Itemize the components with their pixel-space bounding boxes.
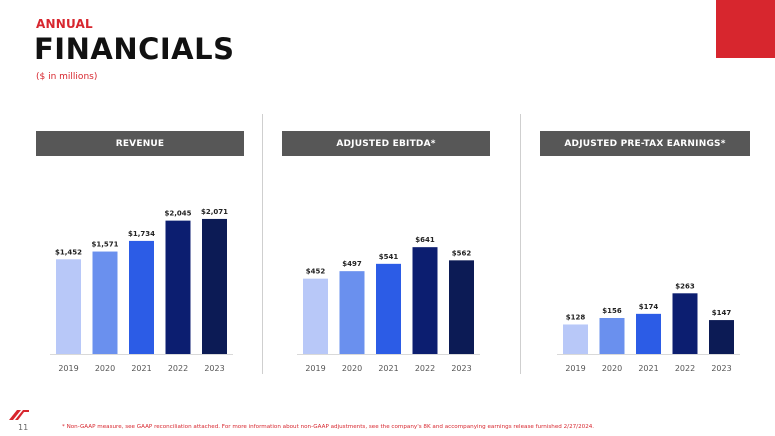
bar-2023 <box>449 260 474 354</box>
data-label-2019: $128 <box>566 313 586 321</box>
x-tick-2023: 2023 <box>451 364 471 373</box>
x-tick-2020: 2020 <box>342 364 362 373</box>
x-tick-2023: 2023 <box>711 364 731 373</box>
section-eyebrow: ANNUAL <box>36 17 93 31</box>
data-label-2021: $541 <box>379 253 399 261</box>
data-label-2022: $2,045 <box>164 210 191 218</box>
x-tick-2021: 2021 <box>378 364 398 373</box>
bar-2020 <box>92 251 118 354</box>
bar-2022 <box>412 247 438 354</box>
x-tick-2019: 2019 <box>305 364 325 373</box>
chart-adjusted-pretax-earnings: $128 2019 $156 2020 $174 2021 $263 2022 $147 2023 <box>557 282 740 373</box>
data-label-2019: $1,452 <box>55 248 82 256</box>
bar-2019 <box>56 259 81 354</box>
x-tick-2023: 2023 <box>204 364 224 373</box>
x-tick-2020: 2020 <box>95 364 115 373</box>
bar-2021 <box>636 313 661 354</box>
data-label-2022: $263 <box>675 282 695 290</box>
panel-divider-1 <box>262 114 263 374</box>
units-note: ($ in millions) <box>36 72 98 82</box>
x-tick-2019: 2019 <box>58 364 78 373</box>
bar-2020 <box>339 271 365 354</box>
data-label-2023: $562 <box>452 249 472 257</box>
data-label-2021: $1,734 <box>128 230 155 238</box>
panel-divider-2 <box>520 114 521 374</box>
x-tick-2020: 2020 <box>602 364 622 373</box>
bar-2021 <box>376 263 401 354</box>
x-tick-2021: 2021 <box>131 364 151 373</box>
bar-2023 <box>202 218 227 354</box>
bar-2023 <box>709 320 734 354</box>
data-label-2022: $641 <box>415 236 435 244</box>
x-tick-2022: 2022 <box>168 364 188 373</box>
x-tick-2019: 2019 <box>565 364 585 373</box>
x-tick-2021: 2021 <box>638 364 658 373</box>
data-label-2020: $1,571 <box>91 241 118 249</box>
chart-adjusted-ebitda: $452 2019 $497 2020 $541 2021 $641 2022 $562 2023 <box>297 236 480 373</box>
data-label-2023: $2,071 <box>201 208 228 216</box>
x-tick-2022: 2022 <box>675 364 695 373</box>
company-logo <box>9 410 29 420</box>
bar-2022 <box>165 220 191 354</box>
corner-accent-block <box>716 0 775 58</box>
bar-2019 <box>563 324 588 354</box>
panel-header-pretax: ADJUSTED PRE-TAX EARNINGS* <box>540 131 750 156</box>
bar-2022 <box>672 293 698 354</box>
footnote: * Non-GAAP measure, see GAAP reconciliat… <box>62 424 595 430</box>
bar-2021 <box>129 240 154 354</box>
data-label-2023: $147 <box>712 309 732 317</box>
data-label-2019: $452 <box>306 268 326 276</box>
page-number: 11 <box>18 423 29 432</box>
chart-revenue: $1,452 2019 $1,571 2020 $1,734 2021 $2,045 2022… <box>50 208 233 373</box>
data-label-2020: $497 <box>342 260 362 268</box>
bar-2020 <box>599 318 625 354</box>
x-tick-2022: 2022 <box>415 364 435 373</box>
panel-header-ebitda: ADJUSTED EBITDA* <box>282 131 490 156</box>
data-label-2021: $174 <box>639 303 659 311</box>
data-label-2020: $156 <box>602 307 622 315</box>
page-title: FINANCIALS <box>34 32 235 66</box>
panel-header-revenue: REVENUE <box>36 131 244 156</box>
bar-2019 <box>303 278 328 354</box>
